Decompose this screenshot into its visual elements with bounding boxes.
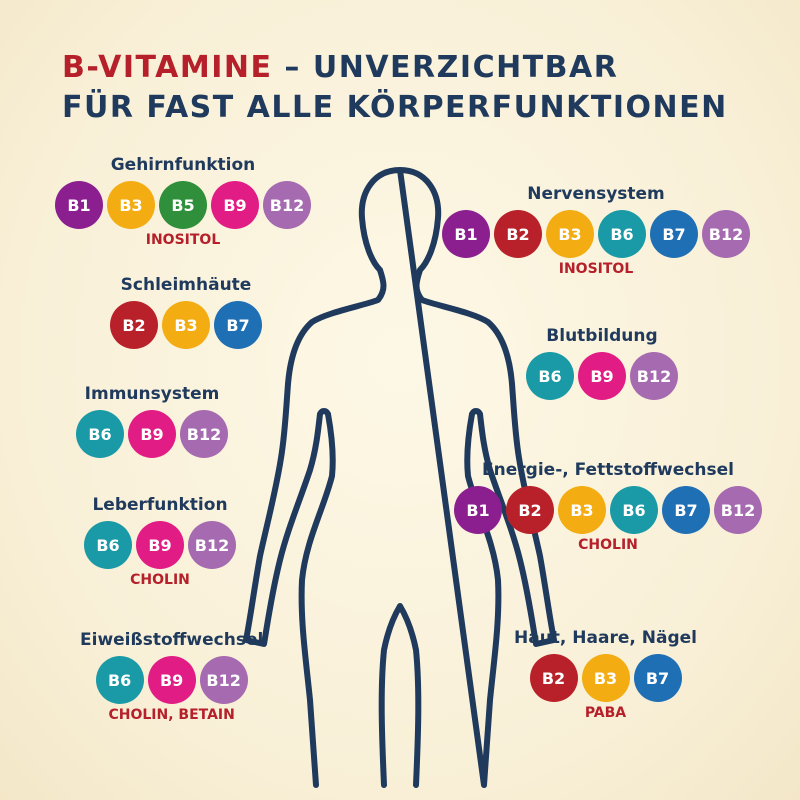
vitamin-badge-b6: B6 [84, 521, 132, 569]
vitamin-badges: B1 B3 B5 B9 B12 [55, 181, 311, 229]
vitamin-badge-b5: B5 [159, 181, 207, 229]
group-extra: PABA [584, 705, 627, 721]
vitamin-badge-b12: B12 [199, 656, 248, 704]
vitamin-badge-b12: B12 [188, 521, 236, 569]
group-gehirnfunktion: Gehirnfunktion B1 B3 B5 B9 B12 INOSITOL [55, 155, 311, 248]
page-title: B-VITAMINE – UNVERZICHTBAR FÜR FAST ALLE… [62, 48, 728, 128]
vitamin-badge-b3: B3 [546, 210, 594, 258]
group-energie-fettstoffwechsel: Energie-, Fettstoffwechsel B1 B2 B3 B6 B7 B12… [454, 460, 762, 553]
title-highlight: B-VITAMINE [62, 50, 273, 85]
vitamin-badge-b2: B2 [506, 486, 554, 534]
group-blutbildung: Blutbildung B6 B9 B12 [526, 326, 678, 400]
vitamin-badges: B6 B9 B12 [84, 521, 236, 569]
vitamin-badge-b3: B3 [107, 181, 155, 229]
vitamin-badge-b7: B7 [633, 654, 682, 702]
group-title: Gehirnfunktion [110, 155, 256, 175]
group-nervensystem: Nervensystem B1 B2 B3 B6 B7 B12 INOSITOL [442, 184, 750, 277]
vitamin-badge-b12: B12 [180, 410, 228, 458]
vitamin-badges: B1 B2 B3 B6 B7 B12 [454, 486, 762, 534]
group-extra: CHOLIN [130, 572, 190, 588]
vitamin-badge-b9: B9 [147, 656, 196, 704]
group-title: Haut, Haare, Nägel [514, 628, 697, 648]
group-extra: CHOLIN, BETAIN [108, 707, 235, 723]
vitamin-badge-b12: B12 [702, 210, 750, 258]
group-schleimhaeute: Schleimhäute B2 B3 B7 [110, 275, 262, 349]
group-title: Energie-, Fettstoffwechsel [482, 460, 734, 480]
group-haut-haare-naegel: Haut, Haare, Nägel B2 B3 B7 PABA [514, 628, 697, 721]
vitamin-badge-b1: B1 [442, 210, 490, 258]
vitamin-badge-b3: B3 [162, 301, 210, 349]
vitamin-badge-b7: B7 [650, 210, 698, 258]
group-extra: INOSITOL [145, 232, 221, 248]
vitamin-badge-b2: B2 [110, 301, 158, 349]
vitamin-badge-b1: B1 [454, 486, 502, 534]
vitamin-badge-b9: B9 [136, 521, 184, 569]
vitamin-badges: B6 B9 B12 [95, 656, 248, 704]
vitamin-badge-b1: B1 [55, 181, 103, 229]
vitamin-badges: B2 B3 B7 [529, 654, 682, 702]
vitamin-badge-b3: B3 [581, 654, 630, 702]
group-eiweissstoffwechsel: Eiweißstoffwechsel B6 B9 B12 CHOLIN, BETAI… [80, 630, 263, 723]
vitamin-badge-b6: B6 [598, 210, 646, 258]
vitamin-badge-b6: B6 [526, 352, 574, 400]
vitamin-badge-b9: B9 [578, 352, 626, 400]
vitamin-badge-b12: B12 [714, 486, 762, 534]
vitamin-badge-b7: B7 [662, 486, 710, 534]
group-title: Schleimhäute [120, 275, 252, 295]
vitamin-badges: B2 B3 B7 [110, 301, 262, 349]
vitamin-badge-b2: B2 [529, 654, 578, 702]
group-title: Blutbildung [546, 326, 658, 346]
group-title: Leberfunktion [92, 495, 228, 515]
group-leberfunktion: Leberfunktion B6 B9 B12 CHOLIN [84, 495, 236, 588]
group-immunsystem: Immunsystem B6 B9 B12 [76, 384, 228, 458]
vitamin-badge-b9: B9 [128, 410, 176, 458]
group-title: Immunsystem [84, 384, 220, 404]
vitamin-badge-b6: B6 [95, 656, 144, 704]
vitamin-badge-b6: B6 [610, 486, 658, 534]
vitamin-badge-b12: B12 [263, 181, 311, 229]
vitamin-badge-b9: B9 [211, 181, 259, 229]
group-title: Nervensystem [527, 184, 665, 204]
group-extra: CHOLIN [578, 537, 638, 553]
vitamin-badge-b2: B2 [494, 210, 542, 258]
vitamin-badge-b7: B7 [214, 301, 262, 349]
vitamin-badges: B6 B9 B12 [76, 410, 228, 458]
vitamin-badges: B1 B2 B3 B6 B7 B12 [442, 210, 750, 258]
title-line2: FÜR FAST ALLE KÖRPERFUNKTIONEN [62, 90, 728, 125]
group-title: Eiweißstoffwechsel [80, 630, 264, 650]
group-extra: INOSITOL [558, 261, 634, 277]
vitamin-badge-b12: B12 [630, 352, 678, 400]
vitamin-badges: B6 B9 B12 [526, 352, 678, 400]
vitamin-badge-b6: B6 [76, 410, 124, 458]
vitamin-badge-b3: B3 [558, 486, 606, 534]
title-line1: – UNVERZICHTBAR [272, 50, 619, 85]
